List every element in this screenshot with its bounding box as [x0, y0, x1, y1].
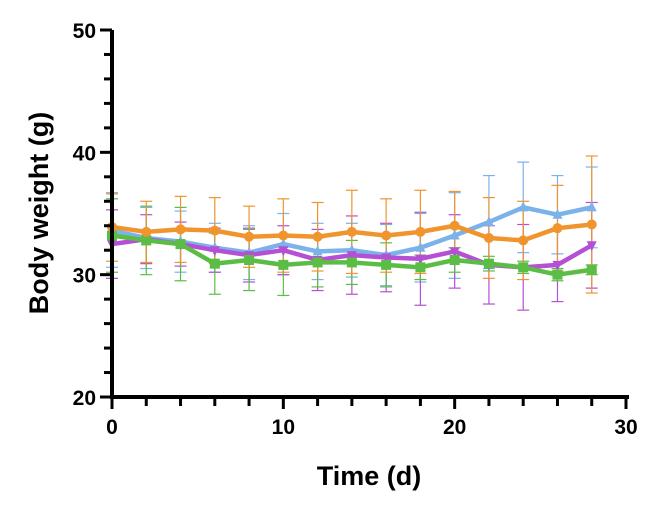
- data-point: [209, 246, 220, 257]
- data-point: [381, 259, 392, 270]
- data-point: [175, 239, 186, 250]
- data-point: [483, 216, 494, 227]
- data-point: [312, 257, 323, 268]
- x-tick-label: 10: [272, 416, 295, 439]
- data-point: [586, 264, 597, 275]
- data-point: [518, 201, 529, 212]
- data-point: [449, 229, 460, 240]
- data-point: [278, 238, 289, 249]
- data-point: [278, 230, 289, 241]
- data-point: [346, 226, 357, 237]
- data-point: [141, 226, 152, 237]
- data-point: [483, 232, 494, 243]
- data-point: [346, 251, 357, 262]
- data-point: [381, 230, 392, 241]
- y-tick-label: 50: [73, 20, 96, 43]
- data-point: [552, 223, 563, 234]
- data-point: [552, 260, 563, 271]
- data-point: [518, 235, 529, 246]
- data-point: [312, 231, 323, 242]
- data-point: [141, 235, 152, 246]
- y-tick-label: 20: [73, 387, 96, 410]
- data-point: [244, 231, 255, 242]
- data-point: [209, 258, 220, 269]
- y-tick-label: 30: [73, 265, 96, 288]
- data-point: [346, 257, 357, 268]
- data-point: [415, 262, 426, 273]
- data-point: [552, 208, 563, 219]
- ticks: 0 10 20 30 20 30 40 50: [73, 20, 638, 439]
- data-point: [381, 253, 392, 264]
- y-axis-title: Body weight (g): [24, 112, 54, 314]
- data-point: [415, 226, 426, 237]
- data-point: [209, 225, 220, 236]
- data-point: [552, 269, 563, 280]
- data-point: [483, 258, 494, 269]
- data-point: [586, 201, 597, 212]
- data-point: [175, 224, 186, 235]
- data-point: [586, 219, 597, 230]
- axes: [110, 30, 629, 399]
- data-point: [449, 254, 460, 265]
- data-point: [449, 247, 460, 258]
- data-point: [415, 254, 426, 265]
- data-point: [244, 254, 255, 265]
- x-tick-label: 30: [614, 416, 637, 439]
- x-tick-label: 20: [443, 416, 466, 439]
- data-point: [449, 220, 460, 231]
- data-point: [415, 241, 426, 252]
- data-point: [278, 246, 289, 257]
- data-point: [312, 245, 323, 256]
- data-point: [518, 262, 529, 273]
- y-tick-label: 40: [73, 142, 96, 165]
- x-axis-title: Time (d): [317, 461, 422, 491]
- data-point: [278, 259, 289, 270]
- data-point: [586, 241, 597, 252]
- x-tick-label: 0: [106, 416, 118, 439]
